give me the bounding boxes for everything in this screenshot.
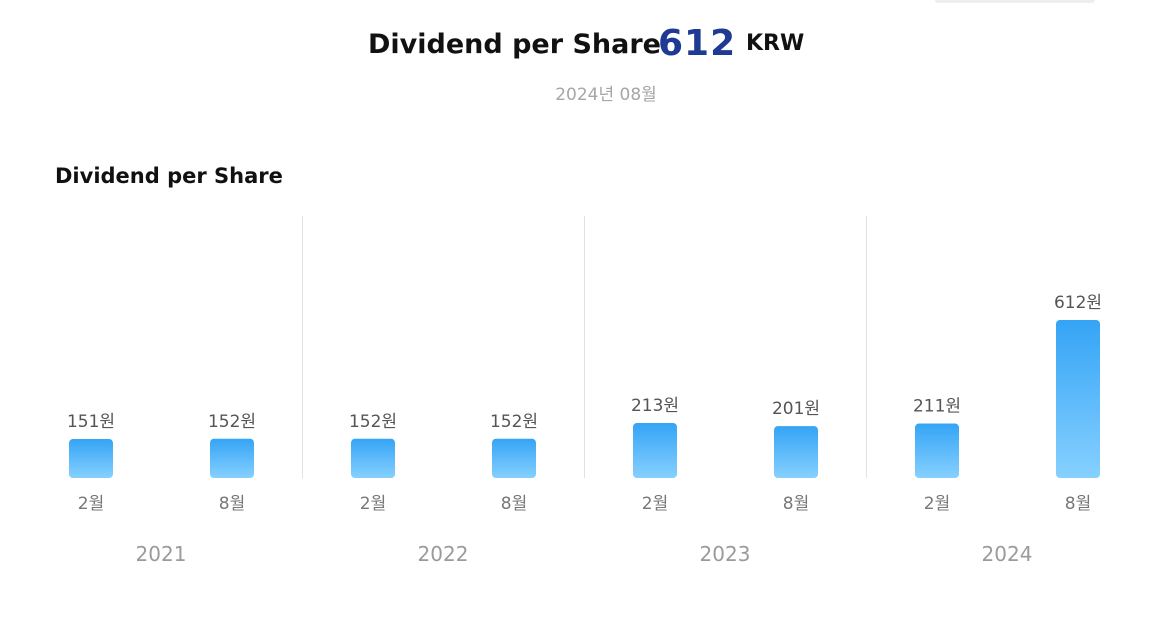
currency-unit: KRW <box>746 31 805 56</box>
bar-2024-aug[interactable] <box>1056 320 1100 478</box>
bar-2023-feb[interactable] <box>633 423 677 478</box>
month-label: 2월 <box>78 494 104 514</box>
header-title: Dividend per Share <box>368 29 661 60</box>
year-label: 2023 <box>700 542 751 566</box>
value-label: 151원 <box>67 412 115 432</box>
value-label: 213원 <box>631 396 679 416</box>
month-label: 8월 <box>219 494 245 514</box>
value-label: 152원 <box>349 412 397 432</box>
dividend-value: 612 <box>658 23 737 64</box>
top-tab-edge <box>935 0 1095 3</box>
chart-title: Dividend per Share <box>55 164 283 188</box>
month-label: 2월 <box>924 494 950 514</box>
year-label: 2024 <box>982 542 1033 566</box>
month-label: 2월 <box>642 494 668 514</box>
month-label: 8월 <box>1065 494 1091 514</box>
bar-2022-feb[interactable] <box>351 438 395 478</box>
bar-2024-feb[interactable] <box>915 423 959 478</box>
value-label: 612원 <box>1054 293 1102 313</box>
month-label: 2월 <box>360 494 386 514</box>
year-label: 2022 <box>418 542 469 566</box>
month-label: 8월 <box>783 494 809 514</box>
reference-date: 2024년 08월 <box>555 85 657 105</box>
month-label: 8월 <box>501 494 527 514</box>
bar-2023-aug[interactable] <box>774 426 818 478</box>
value-label: 211원 <box>913 397 961 417</box>
year-label: 2021 <box>136 542 187 566</box>
bar-2021-feb[interactable] <box>69 439 113 478</box>
value-label: 152원 <box>208 412 256 432</box>
header: Dividend per Share 612 KRW <box>0 22 1156 72</box>
value-label: 152원 <box>490 412 538 432</box>
bar-2021-aug[interactable] <box>210 438 254 478</box>
value-label: 201원 <box>772 399 820 419</box>
bar-2022-aug[interactable] <box>492 438 536 478</box>
